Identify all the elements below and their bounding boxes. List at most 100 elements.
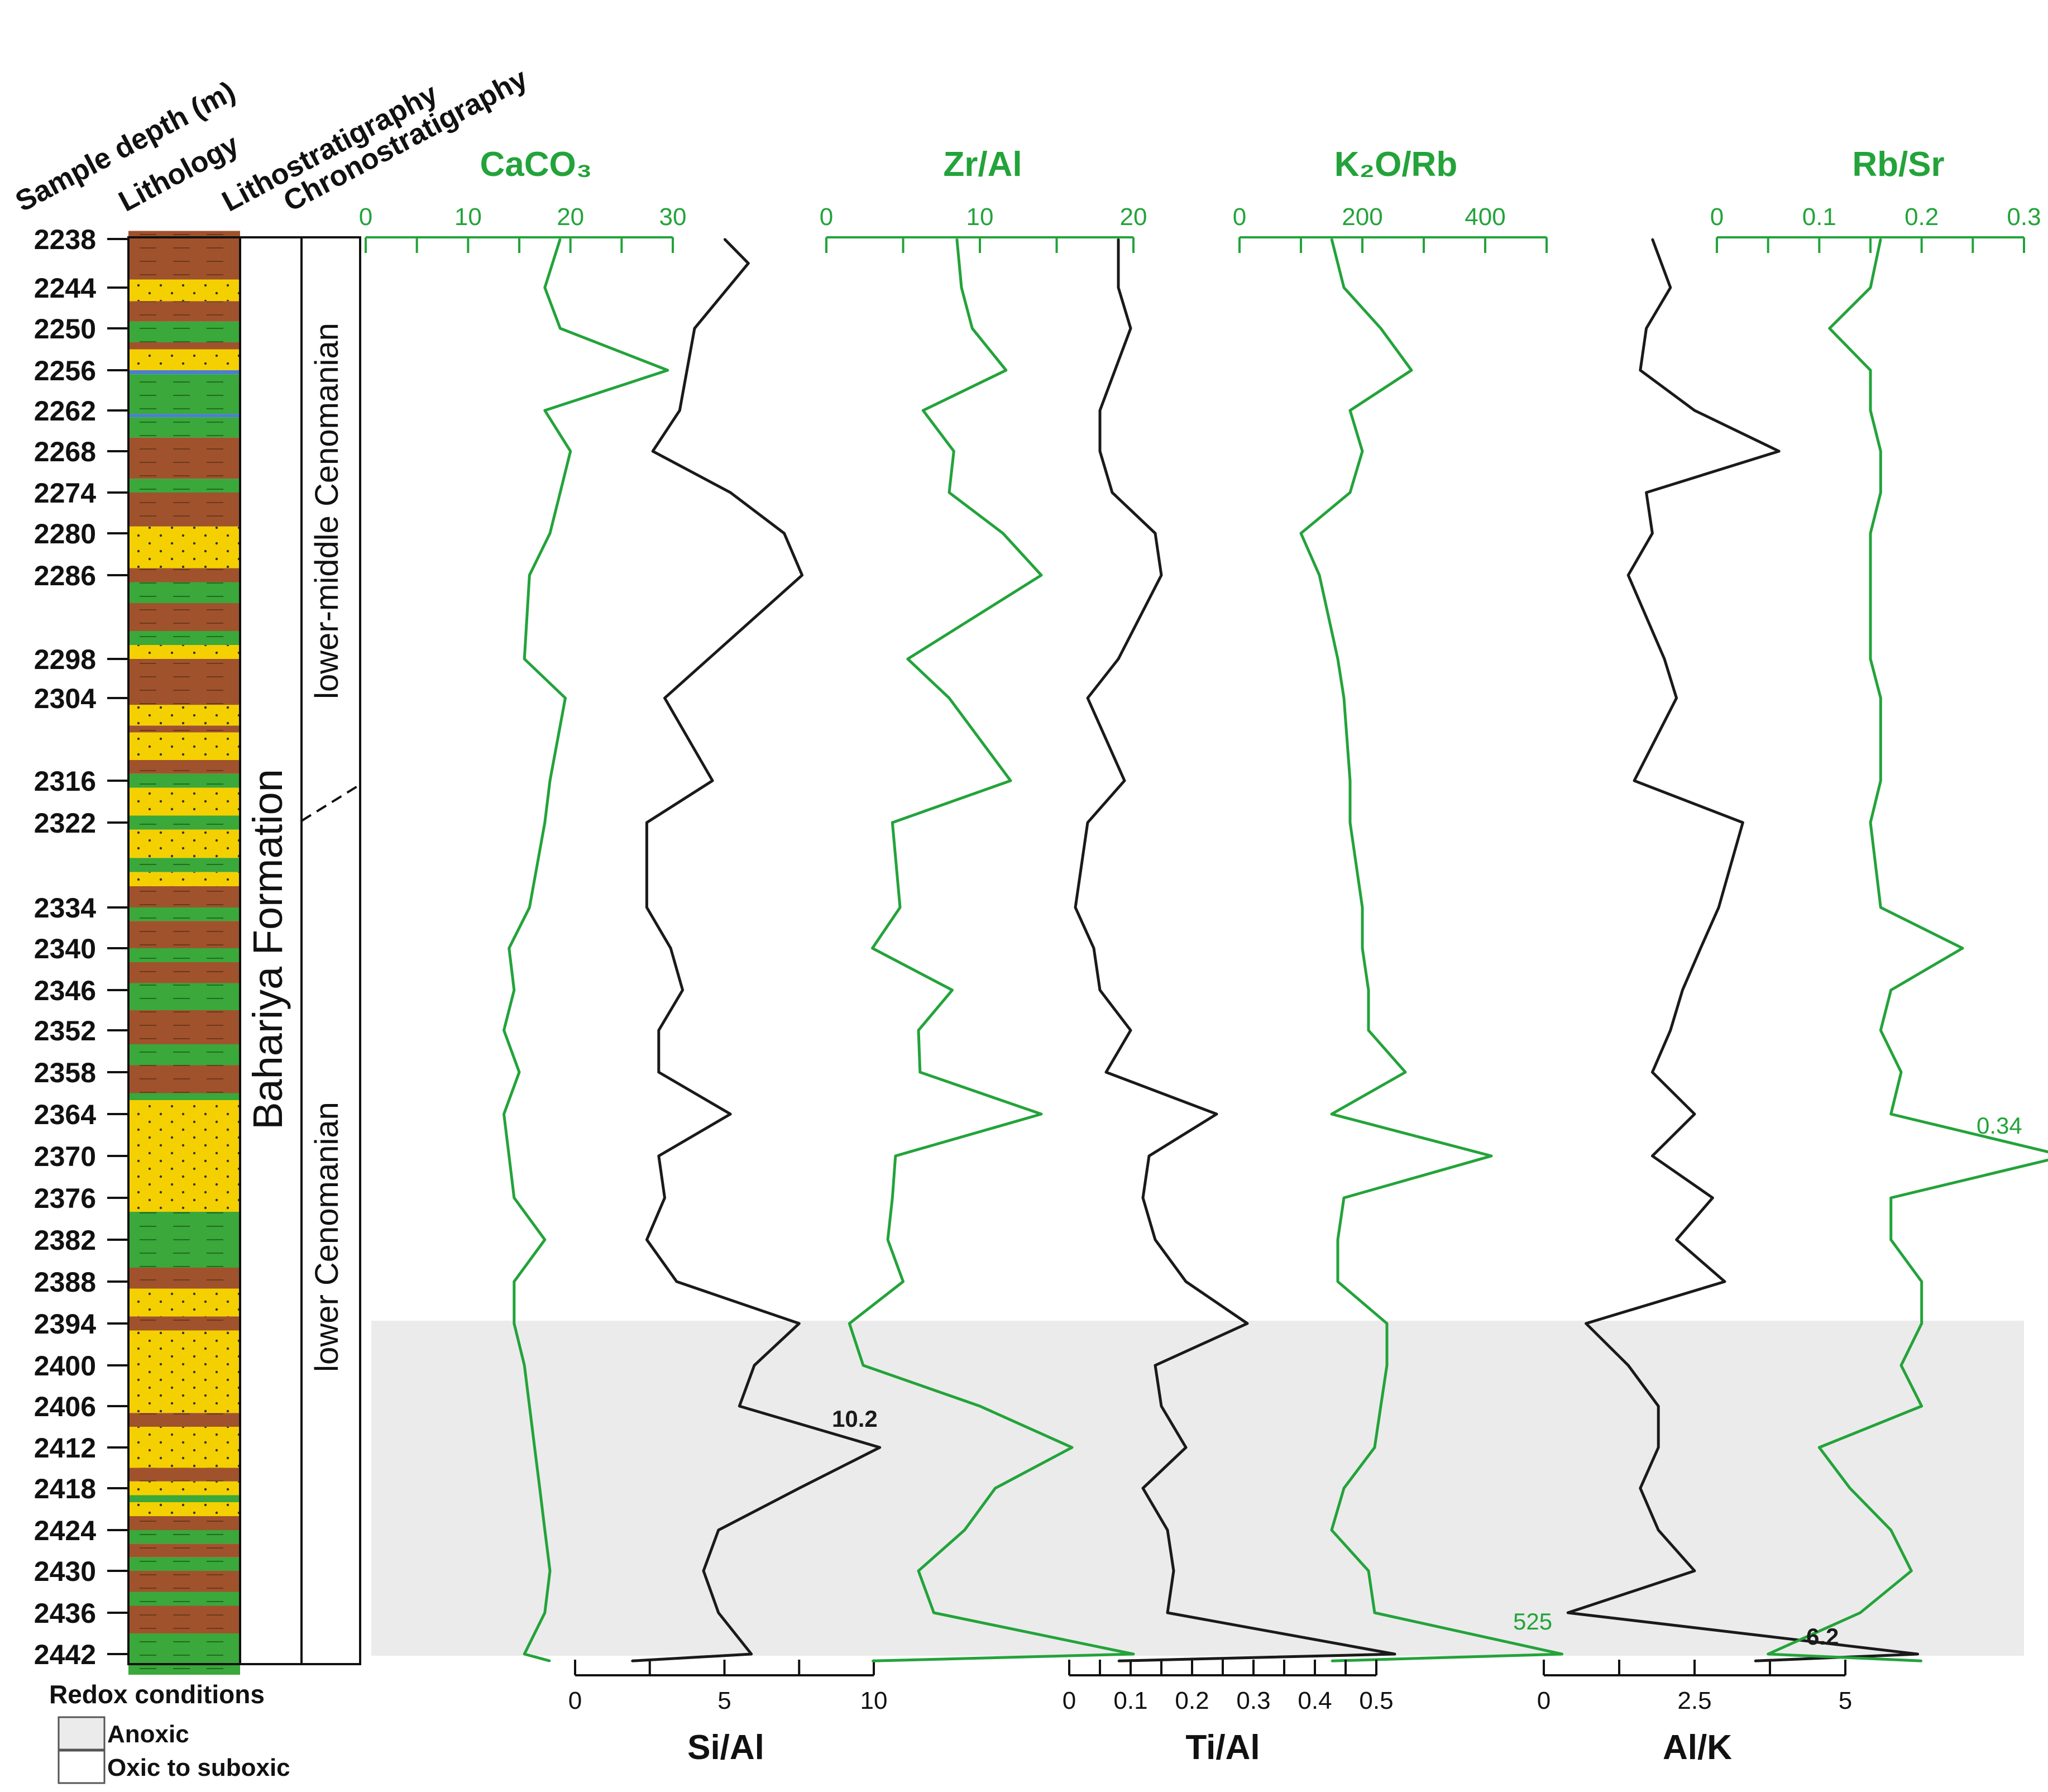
data-point xyxy=(1900,1071,1902,1073)
data-point xyxy=(1374,1446,1376,1449)
depth-tick-label: 2412 xyxy=(34,1432,96,1464)
axis-tick-label: 0.2 xyxy=(1905,203,1939,231)
axis-tick-label: 0 xyxy=(1233,203,1246,231)
chart-title: K₂O/Rb xyxy=(1334,145,1457,184)
data-point xyxy=(1741,821,1744,824)
data-point xyxy=(652,450,654,452)
axis-tick-label: 5 xyxy=(1839,1687,1852,1714)
data-point xyxy=(1071,1446,1073,1449)
data-point xyxy=(1676,697,1678,699)
si-al-peak-label: 10.2 xyxy=(832,1406,878,1432)
data-point xyxy=(544,1612,546,1614)
data-point xyxy=(1657,1446,1659,1449)
data-point xyxy=(559,491,561,494)
data-point xyxy=(1890,1197,1892,1199)
lithology-band xyxy=(128,948,240,962)
depth-tick-label: 2418 xyxy=(34,1473,96,1504)
data-point xyxy=(549,780,551,782)
axis-tick-label: 5 xyxy=(717,1687,731,1714)
data-point xyxy=(872,947,873,949)
depth-tick-label: 2346 xyxy=(34,975,96,1006)
data-point xyxy=(1921,1660,1923,1662)
data-point xyxy=(549,1570,551,1572)
data-point xyxy=(1778,450,1780,452)
data-point xyxy=(549,532,551,534)
data-point xyxy=(534,1446,535,1449)
depth-tick-label: 2352 xyxy=(34,1015,96,1046)
data-point xyxy=(559,238,561,240)
lithology-band xyxy=(128,1100,240,1212)
lithology-band xyxy=(128,1495,240,1502)
data-point xyxy=(645,906,648,909)
data-point xyxy=(1693,409,1696,412)
depth-tick-label: 2364 xyxy=(34,1099,96,1130)
data-point xyxy=(994,1487,996,1489)
data-point xyxy=(667,369,669,371)
data-point xyxy=(1657,1405,1659,1407)
data-point xyxy=(1216,1113,1218,1115)
data-point xyxy=(1386,1322,1388,1325)
data-point xyxy=(528,906,530,909)
lithology-band xyxy=(128,631,240,645)
series-line xyxy=(1074,239,1396,1662)
lithology-band xyxy=(128,1212,240,1268)
data-point xyxy=(513,1197,515,1199)
axis-tick-label: 0.3 xyxy=(1236,1687,1270,1714)
data-point xyxy=(523,1364,525,1366)
data-point xyxy=(1367,1029,1370,1031)
data-point xyxy=(549,1660,551,1662)
data-point xyxy=(631,1660,633,1662)
legend-anoxic-label: Anoxic xyxy=(107,1721,189,1748)
data-point xyxy=(1639,1487,1642,1489)
data-point xyxy=(951,989,953,991)
depth-tick-label: 2340 xyxy=(34,933,96,964)
lithology-band xyxy=(128,1268,240,1289)
data-point xyxy=(1645,491,1648,494)
depth-tick-label: 2436 xyxy=(34,1598,96,1629)
axis-tick-label: 10 xyxy=(860,1687,888,1714)
data-point xyxy=(1717,906,1720,909)
lithology-band xyxy=(128,787,240,816)
axis-tick-label: 30 xyxy=(659,203,687,231)
data-point xyxy=(1246,1322,1248,1325)
lithology-band xyxy=(128,1330,240,1413)
data-point xyxy=(1921,1280,1923,1283)
data-point xyxy=(513,1322,515,1325)
al-k-peak-label: 6.2 xyxy=(1806,1623,1839,1650)
lithology-band xyxy=(128,479,240,493)
data-point xyxy=(729,491,731,494)
lithology-band xyxy=(128,417,240,438)
data-point xyxy=(570,450,572,452)
lithology-band xyxy=(128,568,240,582)
data-point xyxy=(693,327,696,329)
axis-tick-label: 0 xyxy=(1063,1687,1076,1714)
data-point xyxy=(1367,989,1370,991)
data-point xyxy=(1117,1660,1119,1662)
data-point xyxy=(645,1239,648,1241)
data-point xyxy=(1331,1660,1333,1662)
depth-tick-label: 2298 xyxy=(34,644,96,675)
lithology-band xyxy=(128,1633,240,1675)
depth-tick-label: 2442 xyxy=(34,1639,96,1670)
depth-tick-label: 2400 xyxy=(34,1350,96,1382)
axis-tick-label: 2.5 xyxy=(1677,1687,1711,1714)
depth-tick-label: 2262 xyxy=(34,395,96,427)
lithology-band xyxy=(128,1065,240,1093)
chart-title: Ti/Al xyxy=(1185,1728,1260,1767)
data-point xyxy=(1561,1653,1563,1655)
data-point xyxy=(1651,238,1653,240)
depth-tick-label: 2286 xyxy=(34,560,96,591)
data-point xyxy=(664,1197,666,1199)
data-point xyxy=(919,1071,921,1073)
lithology-band xyxy=(128,1093,240,1100)
lithology-band xyxy=(128,1516,240,1530)
data-point xyxy=(1767,1653,1769,1655)
data-point xyxy=(956,238,958,240)
depth-tick-label: 2304 xyxy=(34,683,96,714)
data-point xyxy=(922,409,924,412)
data-point xyxy=(528,574,530,576)
data-point xyxy=(1160,574,1162,576)
data-point xyxy=(1185,1446,1187,1449)
data-point xyxy=(1879,906,1882,909)
lithology-band xyxy=(128,886,240,907)
